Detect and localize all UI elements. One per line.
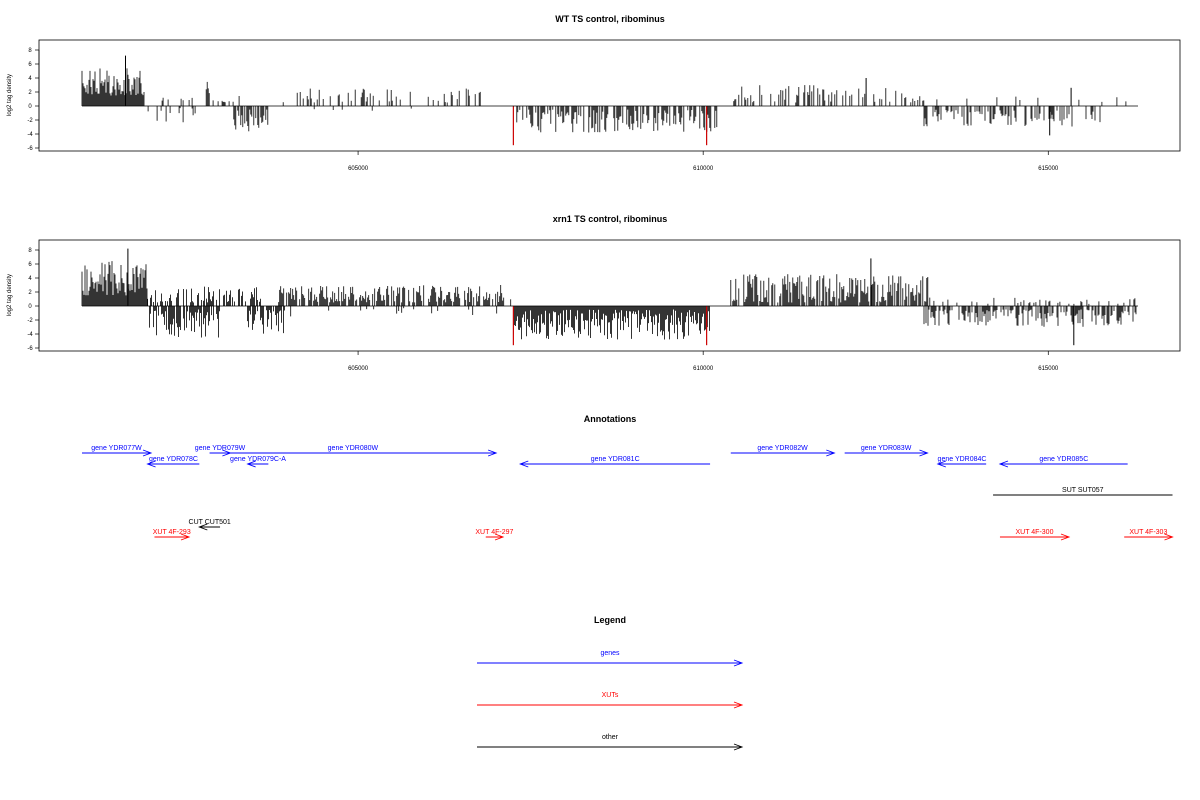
legend-arrow-head [733,659,744,667]
x-tick-label: 615000 [1038,366,1059,372]
y-tick-label: 4 [28,76,32,82]
feature-label: SUT SUT057 [1062,487,1104,494]
arrow-head [246,460,256,468]
annotation-feature: gene YDR085C [998,456,1128,468]
panel-xrn1-ylabel: log2 tag density [7,274,13,316]
arrow-head [180,533,191,541]
annotations-title: Annotations [584,414,637,424]
annotation-feature: gene YDR081C [518,456,711,468]
feature-label: XUT 4F-297 [475,529,513,536]
x-tick-label: 610000 [693,366,714,372]
feature-label: gene YDR080W [328,445,379,452]
panel-wt-y-axis: 8 6 4 2 0 -2 -4 -6 [27,48,40,152]
panel-xrn1-bars [81,248,1137,346]
annotation-feature: XUT 4F-303 [1124,529,1174,541]
x-tick-label: 615000 [1038,166,1059,172]
feature-label: gene YDR085C [1039,456,1088,463]
feature-label: gene YDR078C [149,456,198,463]
y-tick-label: 8 [28,248,32,254]
panel-xrn1-y-axis: 8 6 4 2 0 -2 -4 -6 [27,248,40,352]
legend-title: Legend [594,615,626,625]
feature-label: CUT CUT501 [189,519,231,526]
feature-label: XUT 4F-300 [1015,529,1053,536]
panel-wt-bars [81,55,1127,146]
y-tick-label: -6 [27,346,33,352]
panel-wt-frame [38,39,1181,152]
arrow-head [919,449,929,457]
annotation-feature: XUT 4F-297 [475,529,513,541]
annotation-feature: gene YDR082W [730,445,836,457]
feature-label: gene YDR081C [591,456,640,463]
panel-xrn1-frame [38,239,1181,352]
arrow-head [1060,533,1071,541]
legend-arrow-head [733,701,744,709]
annotation-feature: XUT 4F-300 [999,529,1071,541]
annotation-feature: gene YDR079W [195,445,246,457]
feature-label: gene YDR084C [938,456,987,463]
feature-label: XUT 4F-303 [1129,529,1167,536]
legend-item: other [477,734,744,751]
feature-label: gene YDR079W [195,445,246,452]
annotation-feature: gene YDR079C-A [230,456,286,468]
annotation-feature: gene YDR077W [82,445,153,457]
panel-wt-title: WT TS control, ribominus [555,14,665,24]
arrow-head [518,460,529,468]
feature-label: gene YDR083W [861,445,912,452]
panel-wt-x-axis: 605000 610000 615000 [348,151,1059,172]
legend-label: genes [600,650,620,657]
panel-xrn1-x-axis: 605000 610000 615000 [348,351,1059,372]
y-tick-label: 0 [28,304,32,310]
annotation-feature: SUT SUT057 [993,487,1173,496]
annotation-features: gene YDR077W gene YDR078C gene YDR079W gene… [82,445,1174,541]
y-tick-label: 2 [28,290,32,296]
arrow-head [1164,533,1174,541]
arrow-head [198,523,208,531]
arrow-head [494,533,505,541]
x-tick-label: 605000 [348,166,369,172]
y-tick-label: 4 [28,276,32,282]
annotation-feature: gene YDR083W [844,445,929,457]
legend-label: XUTs [602,692,619,699]
y-tick-label: 6 [28,62,32,68]
annotation-feature: gene YDR084C [936,456,987,468]
annotation-feature: gene YDR078C [146,456,200,468]
annotation-feature: XUT 4F-293 [153,529,191,541]
feature-label: XUT 4F-293 [153,529,191,536]
feature-label: gene YDR079C-A [230,456,286,463]
panel-xrn1-title: xrn1 TS control, ribominus [553,214,668,224]
y-tick-label: -2 [27,318,33,324]
y-tick-label: 6 [28,262,32,268]
y-tick-label: 2 [28,90,32,96]
y-tick-label: -4 [27,132,33,138]
feature-label: gene YDR077W [91,445,142,452]
arrow-head [487,449,498,457]
legend: Legend genes XUTs other [477,615,744,751]
y-tick-label: -4 [27,332,33,338]
annotation-feature: CUT CUT501 [189,519,231,531]
y-tick-label: 8 [28,48,32,54]
panel-wt: WT TS control, ribominus log2 tag densit… [7,14,1181,172]
annotation-feature: gene YDR080W [209,445,498,457]
arrow-head [146,460,156,468]
x-tick-label: 610000 [693,166,714,172]
x-tick-label: 605000 [348,366,369,372]
arrow-head [936,460,947,468]
legend-items: genes XUTs other [477,650,744,751]
legend-arrow-head [733,743,744,751]
y-tick-label: -6 [27,146,33,152]
arrow-head [998,460,1009,468]
y-tick-label: -2 [27,118,33,124]
legend-item: genes [477,650,744,667]
panel-xrn1: xrn1 TS control, ribominus log2 tag dens… [7,214,1181,372]
feature-label: gene YDR082W [757,445,808,452]
y-tick-label: 0 [28,104,32,110]
legend-item: XUTs [477,692,744,709]
legend-label: other [602,734,619,741]
panel-wt-ylabel: log2 tag density [7,74,13,116]
arrow-head [826,449,836,457]
arrow-head [142,449,153,457]
